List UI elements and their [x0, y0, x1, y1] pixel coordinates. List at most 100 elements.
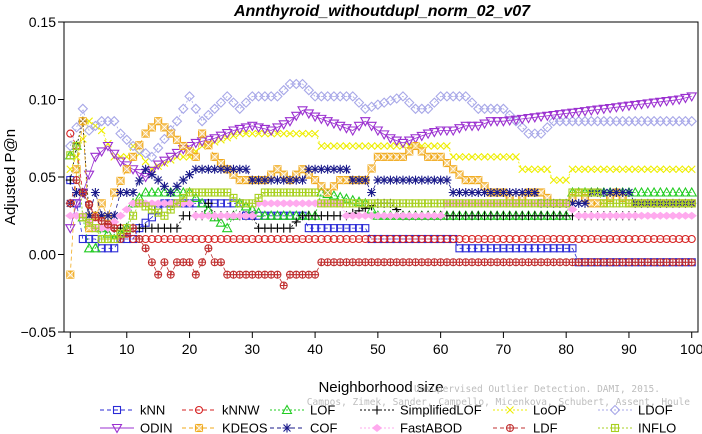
watermark-line-1: Unsupervised Outlier Detection. DAMI, 20…: [414, 384, 660, 395]
point-knnw: [354, 234, 364, 244]
point-ldof: [115, 128, 126, 139]
point-knnw: [204, 234, 213, 244]
point-ldf: [103, 220, 112, 229]
point-ldf: [311, 270, 320, 279]
point-odin: [422, 129, 434, 140]
series-line-loop: [69, 120, 692, 181]
point-ldof: [498, 103, 509, 115]
point-cof: [360, 175, 370, 185]
point-knn: [103, 244, 112, 253]
point-simplifiedlof: [285, 223, 295, 233]
point-fastabod: [686, 211, 697, 220]
point-cof: [367, 188, 377, 197]
point-ldof: [121, 134, 133, 146]
point-knnw: [216, 234, 225, 244]
point-odin: [516, 114, 528, 125]
point-knnw: [336, 234, 345, 244]
legend-marker-loop: [506, 406, 514, 414]
point-inflo: [78, 213, 87, 222]
point-loop: [524, 165, 533, 174]
point-inflo: [248, 199, 257, 208]
point-cof: [254, 175, 264, 185]
point-odin: [303, 109, 315, 120]
point-cof: [398, 175, 408, 185]
point-loop: [141, 157, 150, 166]
point-knnw: [160, 234, 169, 244]
point-ldof: [504, 109, 515, 121]
point-cof: [599, 188, 609, 197]
point-knnw: [568, 234, 577, 244]
x-tick-label: 60: [433, 341, 449, 357]
point-ldf: [273, 270, 282, 279]
point-loop: [637, 165, 646, 174]
point-odin: [686, 92, 698, 103]
point-knnw: [656, 234, 665, 244]
point-knn: [455, 244, 464, 253]
point-cof: [159, 181, 169, 191]
legend-marker-inflo: [610, 423, 620, 433]
point-cof: [103, 211, 113, 221]
point-loop: [530, 165, 539, 174]
point-knn: [555, 244, 564, 253]
point-inflo: [66, 151, 75, 160]
point-cof: [480, 188, 490, 197]
point-lof: [284, 210, 296, 220]
point-cof: [109, 211, 119, 221]
point-simplifiedlof: [203, 198, 213, 208]
point-cof: [580, 198, 590, 208]
point-knnw: [675, 234, 684, 244]
point-ldf: [135, 234, 144, 244]
x-axis-title: Neighborhood size: [318, 379, 443, 396]
point-knnw: [285, 234, 295, 244]
point-odin: [529, 113, 541, 123]
point-loop: [486, 152, 495, 161]
chart-title: Annthyroid_withoutdupl_norm_02_v07: [233, 3, 531, 20]
point-knn: [499, 244, 508, 253]
point-loop: [279, 129, 288, 138]
point-inflo: [91, 224, 100, 233]
point-cof: [454, 188, 464, 197]
point-knn: [78, 234, 87, 244]
point-knn: [223, 199, 232, 208]
point-cof: [373, 175, 383, 185]
point-odin: [403, 136, 415, 147]
point-knnw: [624, 234, 634, 244]
point-kdeos: [311, 176, 320, 185]
point-cof: [530, 188, 540, 197]
y-tick-label: 0.00: [29, 247, 56, 263]
point-fastabod: [115, 211, 126, 220]
point-loop: [468, 152, 476, 161]
point-knnw: [668, 234, 677, 244]
point-cof: [392, 175, 402, 185]
point-lof: [648, 186, 660, 197]
point-inflo: [179, 193, 188, 202]
point-knnw: [606, 234, 615, 244]
point-inflo: [311, 188, 320, 197]
point-loop: [330, 142, 338, 150]
point-odin: [158, 156, 170, 167]
point-cof: [567, 198, 577, 208]
point-knnw: [637, 234, 646, 244]
point-cof: [134, 176, 144, 186]
series-kdeos: [66, 117, 696, 279]
legend-label-ldof: LDOF: [638, 403, 673, 418]
point-loop: [436, 142, 445, 150]
point-cof: [379, 175, 389, 185]
point-inflo: [254, 193, 263, 202]
point-loop: [568, 165, 577, 174]
point-loop: [505, 152, 514, 161]
point-ldf: [191, 270, 200, 279]
point-ldf: [279, 281, 288, 290]
legend-label-kdeos: KDEOS: [222, 421, 268, 434]
point-knnw: [273, 234, 282, 244]
point-odin: [171, 148, 183, 159]
point-inflo: [116, 229, 125, 238]
point-knn: [530, 244, 539, 253]
point-odin: [190, 138, 202, 149]
point-odin: [472, 121, 484, 132]
plot-area: [64, 78, 698, 290]
point-knnw: [235, 234, 244, 244]
point-odin: [209, 134, 221, 144]
point-knnw: [147, 234, 156, 244]
